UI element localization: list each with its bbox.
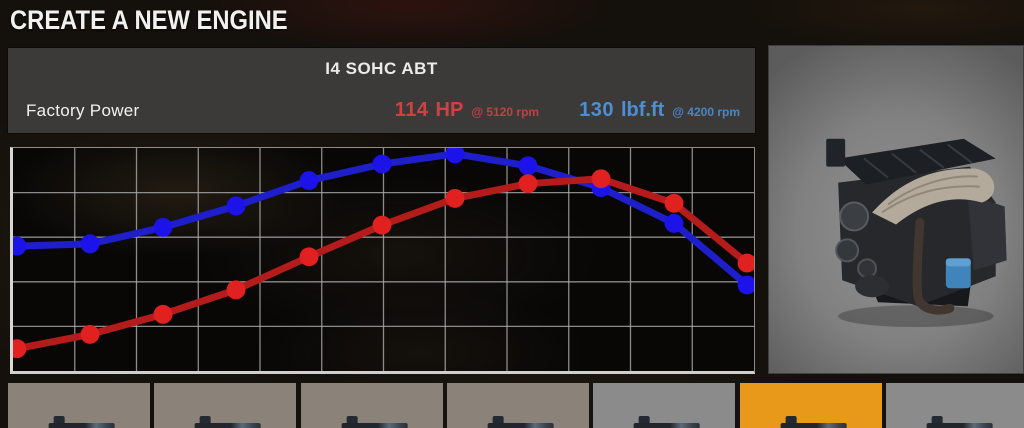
- engine-downpipe: [912, 217, 955, 315]
- engine-thumbnail[interactable]: [8, 383, 150, 428]
- engine-pulley: [857, 258, 878, 279]
- engine-top-silhouette-icon: [341, 416, 408, 428]
- torque-value: 130: [579, 99, 614, 121]
- engine-stats-panel: I4 SOHC ABT Factory Power 114 HP @ 5120 …: [8, 48, 755, 133]
- engine-preview-panel[interactable]: [768, 45, 1024, 374]
- engine-alternator: [855, 275, 890, 298]
- power-value-group: 114 HP @ 5120 rpm: [395, 99, 539, 122]
- engine-top-silhouette-icon: [780, 416, 847, 428]
- engine-thumbnail-row: [0, 383, 1024, 428]
- engine-top-silhouette-icon: [633, 416, 700, 428]
- engine-top-silhouette-icon: [48, 416, 115, 428]
- engine-bracket: [826, 138, 846, 167]
- torque-unit: lbf.ft: [620, 99, 665, 121]
- engine-name: I4 SOHC ABT: [325, 59, 438, 78]
- engine-thumbnail[interactable]: [446, 383, 589, 428]
- engine-top-silhouette-icon: [487, 416, 554, 428]
- engine-top-silhouette-icon: [926, 416, 993, 428]
- engine-shadow: [838, 305, 994, 328]
- engine-thumbnail[interactable]: [885, 383, 1024, 428]
- engine-3d-render-icon: [826, 138, 1007, 328]
- engine-pulley: [839, 201, 870, 232]
- dyno-chart-svg: [13, 148, 754, 371]
- engine-stats-row: Factory Power 114 HP @ 5120 rpm 130 lbf.…: [26, 99, 740, 122]
- torque-value-group: 130 lbf.ft @ 4200 rpm: [579, 99, 740, 122]
- power-unit: HP: [435, 99, 464, 121]
- power-rpm: @ 5120 rpm: [471, 105, 540, 119]
- factory-power-label: Factory Power: [26, 101, 140, 120]
- power-value: 114: [394, 99, 429, 121]
- engine-thumbnail[interactable]: [593, 383, 736, 428]
- engine-thumbnail[interactable]: [300, 383, 443, 428]
- engine-exhaust-manifold: [872, 168, 995, 225]
- page-title: CREATE A NEW ENGINE: [10, 5, 288, 35]
- engine-pulley: [835, 238, 860, 263]
- engine-top-silhouette-icon: [194, 416, 261, 428]
- engine-thumbnail[interactable]: [154, 383, 297, 428]
- engine-thumbnail[interactable]: [739, 383, 882, 428]
- engine-bell-housing: [967, 194, 1007, 271]
- dyno-chart: [10, 147, 755, 374]
- torque-rpm: @ 4200 rpm: [672, 105, 740, 119]
